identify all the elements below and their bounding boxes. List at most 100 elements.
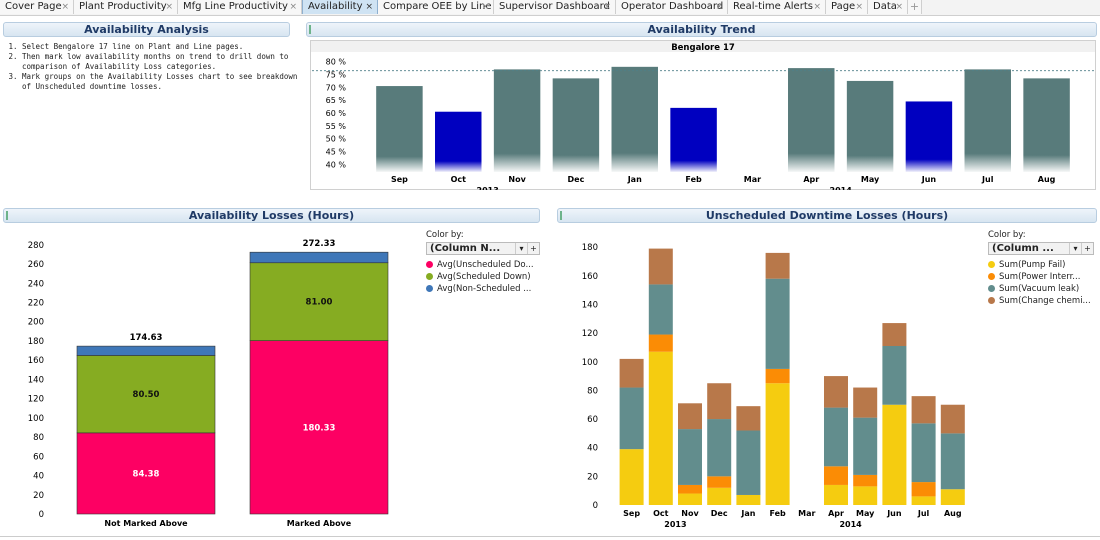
dropdown-arrow-icon[interactable]: ▾ — [515, 243, 527, 254]
unscheduled-downtime-chart[interactable]: 0 20 40 60 80 100 120 140 160 180 Sep Oct Nov Dec Jan F… — [552, 226, 982, 536]
downtime-segment[interactable] — [911, 496, 936, 505]
close-icon[interactable]: × — [365, 2, 373, 12]
tab-real-time-alerts[interactable]: Real-time Alerts × — [728, 0, 826, 14]
downtime-segment[interactable] — [707, 487, 732, 505]
downtime-segment[interactable] — [824, 466, 848, 485]
trend-bar[interactable] — [376, 86, 423, 172]
close-icon[interactable]: × — [715, 2, 723, 12]
downtime-segment[interactable] — [853, 486, 878, 505]
tab-mfg-line-productivity[interactable]: Mfg Line Productivity × — [178, 0, 302, 14]
trend-title-bar — [311, 41, 1095, 52]
downtime-segment[interactable] — [678, 493, 702, 505]
downtime-segment[interactable] — [619, 358, 644, 388]
availability-trend-chart[interactable]: Bengalore 17 40 % 45 % 50 % 55 % 60 % 65 % 70 %… — [310, 40, 1096, 190]
tab-page[interactable]: Page × — [826, 0, 868, 14]
legend-item[interactable]: Sum(Change chemi... — [988, 295, 1094, 307]
downtime-segment[interactable] — [882, 404, 907, 505]
downtime-segment[interactable] — [678, 484, 702, 494]
trend-bar[interactable] — [552, 78, 600, 172]
legend-item[interactable]: Avg(Scheduled Down) — [426, 271, 540, 283]
legend-item[interactable]: Sum(Power Interr... — [988, 271, 1094, 283]
trend-bar[interactable] — [435, 111, 482, 172]
downtime-segment[interactable] — [765, 252, 790, 279]
loss-segment[interactable] — [76, 355, 216, 434]
close-icon[interactable]: × — [165, 2, 173, 12]
close-icon[interactable]: × — [895, 2, 903, 12]
trend-bar[interactable] — [846, 80, 894, 172]
trend-bar[interactable] — [1023, 78, 1070, 172]
loss-segment[interactable] — [249, 251, 389, 264]
downtime-segment[interactable] — [824, 376, 848, 408]
downtime-segment[interactable] — [853, 474, 878, 487]
trend-bar[interactable] — [611, 66, 658, 172]
trend-bar[interactable] — [493, 69, 541, 172]
downtime-segment[interactable] — [648, 334, 673, 352]
trend-bar[interactable] — [788, 68, 835, 172]
downtime-segment[interactable] — [619, 449, 644, 505]
drag-handle-icon[interactable] — [560, 211, 562, 220]
downtime-segment[interactable] — [707, 383, 732, 420]
color-by-select[interactable]: (Column N... ▾ + — [426, 242, 540, 255]
downtime-segment[interactable] — [940, 433, 965, 490]
drag-handle-icon[interactable] — [6, 211, 8, 220]
trend-bar[interactable] — [905, 101, 953, 172]
tab-operator-dashboard[interactable]: Operator Dashboard × — [616, 0, 728, 14]
downtime-segment[interactable] — [648, 248, 673, 285]
downtime-segment[interactable] — [853, 387, 878, 418]
downtime-segment[interactable] — [678, 403, 702, 430]
downtime-segment[interactable] — [648, 284, 673, 335]
downtime-segment[interactable] — [765, 383, 790, 505]
downtime-segment[interactable] — [824, 484, 848, 505]
downtime-segment[interactable] — [707, 419, 732, 477]
legend-item[interactable]: Avg(Unscheduled Do... — [426, 259, 540, 271]
downtime-segment[interactable] — [940, 489, 965, 505]
downtime-segment[interactable] — [911, 423, 936, 483]
tab-data[interactable]: Data × — [868, 0, 908, 14]
close-icon[interactable]: × — [603, 2, 611, 12]
downtime-segment[interactable] — [736, 406, 761, 431]
tab-supervisor-dashboard[interactable]: Supervisor Dashboard × — [494, 0, 616, 14]
downtime-segment[interactable] — [648, 351, 673, 505]
add-tab-button[interactable]: + — [908, 0, 922, 14]
close-icon[interactable]: × — [481, 2, 489, 12]
trend-bar[interactable] — [964, 69, 1011, 172]
add-icon[interactable]: + — [527, 243, 539, 254]
downtime-segment[interactable] — [824, 407, 848, 467]
legend-label: Avg(Unscheduled Do... — [437, 260, 534, 270]
downtime-segment[interactable] — [678, 429, 702, 485]
close-icon[interactable]: × — [289, 2, 297, 12]
downtime-segment[interactable] — [707, 476, 732, 488]
downtime-segment[interactable] — [911, 396, 936, 424]
tab-compare-oee-by-line[interactable]: Compare OEE by Line × — [378, 0, 494, 14]
tab-plant-productivity[interactable]: Plant Productivity × — [74, 0, 178, 14]
downtime-segment[interactable] — [882, 346, 907, 405]
loss-segment[interactable] — [76, 432, 216, 515]
loss-segment[interactable] — [249, 340, 389, 515]
downtime-segment[interactable] — [736, 430, 761, 495]
availability-losses-chart[interactable]: 0 20 40 60 80 100 120 140 160 180 200 220 240 260 280 8… — [0, 226, 425, 536]
downtime-segment[interactable] — [911, 482, 936, 497]
downtime-segment[interactable] — [619, 387, 644, 450]
close-icon[interactable]: × — [813, 2, 821, 12]
downtime-segment[interactable] — [882, 323, 907, 346]
downtime-segment[interactable] — [765, 278, 790, 369]
legend-item[interactable]: Sum(Vacuum leak) — [988, 283, 1094, 295]
loss-segment[interactable] — [76, 345, 216, 356]
downtime-segment[interactable] — [940, 404, 965, 434]
close-icon[interactable]: × — [855, 2, 863, 12]
legend-item[interactable]: Avg(Non-Scheduled ... — [426, 283, 540, 295]
downtime-segment[interactable] — [853, 417, 878, 475]
downtime-segment[interactable] — [765, 368, 790, 384]
loss-segment[interactable] — [249, 262, 389, 341]
x-tick-label: Dec — [568, 175, 585, 184]
trend-bar[interactable] — [670, 107, 717, 172]
dropdown-arrow-icon[interactable]: ▾ — [1069, 243, 1081, 254]
add-icon[interactable]: + — [1081, 243, 1093, 254]
tab-availability[interactable]: Availability × — [302, 0, 378, 14]
tab-cover-page[interactable]: Cover Page × — [0, 0, 74, 14]
color-by-select[interactable]: (Column ... ▾ + — [988, 242, 1094, 255]
drag-handle-icon[interactable] — [309, 25, 311, 34]
close-icon[interactable]: × — [61, 2, 69, 12]
downtime-segment[interactable] — [736, 494, 761, 505]
legend-item[interactable]: Sum(Pump Fail) — [988, 259, 1094, 271]
